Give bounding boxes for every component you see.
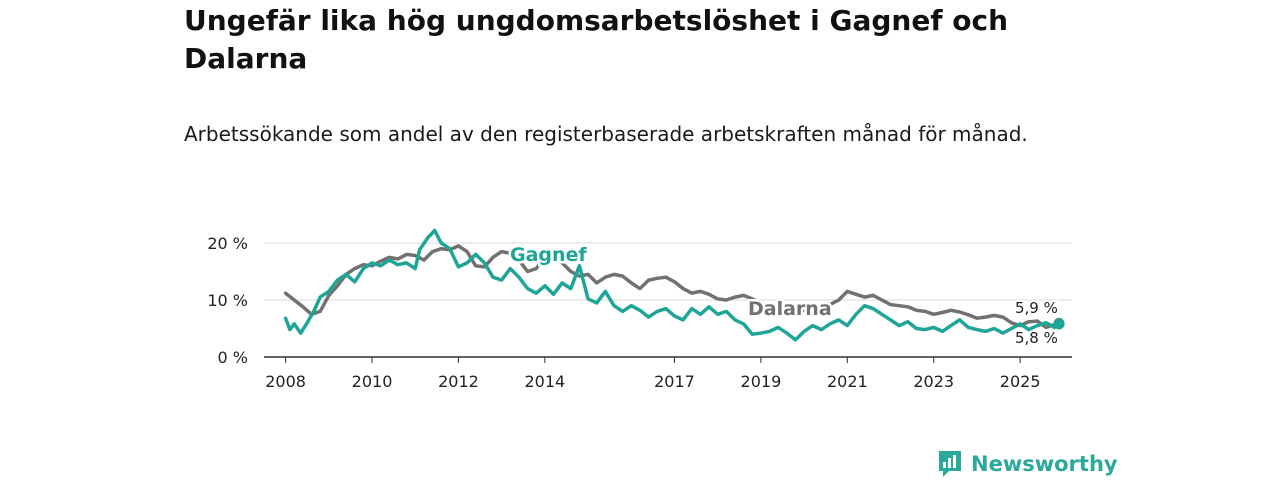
x-tick-label: 2023 bbox=[913, 372, 954, 391]
y-tick-label: 10 % bbox=[207, 291, 248, 310]
x-tick-label: 2025 bbox=[1000, 372, 1041, 391]
series-lines bbox=[283, 228, 1065, 342]
x-tick-label: 2019 bbox=[741, 372, 782, 391]
end-value-label-gagnef: 5,8 % bbox=[1015, 329, 1058, 347]
newsworthy-logo: Newsworthy bbox=[937, 449, 1118, 479]
newsworthy-logo-text: Newsworthy bbox=[971, 452, 1118, 476]
y-tick-label: 20 % bbox=[207, 234, 248, 253]
series-end-point-gagnef bbox=[1053, 318, 1065, 330]
x-axis: 2008 2010 2012 2014 2017 2019 2021 2023 2025 bbox=[265, 357, 1041, 391]
x-tick-label: 2010 bbox=[352, 372, 393, 391]
series-label-gagnef: Gagnef bbox=[510, 244, 587, 266]
x-tick-label: 2012 bbox=[438, 372, 479, 391]
series-line-gagnef bbox=[283, 228, 1061, 342]
x-tick-label: 2008 bbox=[265, 372, 306, 391]
end-value-label-dalarna: 5,9 % bbox=[1015, 299, 1058, 317]
gridlines bbox=[264, 242, 1072, 358]
x-tick-label: 2014 bbox=[524, 372, 565, 391]
series-label-dalarna: Dalarna bbox=[748, 298, 832, 320]
x-tick-label: 2017 bbox=[654, 372, 695, 391]
chart-subtitle: Arbetssökande som andel av den registerb… bbox=[184, 122, 1028, 146]
newsworthy-logo-icon bbox=[939, 451, 961, 477]
x-tick-label: 2021 bbox=[827, 372, 868, 391]
y-axis: 0 % 10 % 20 % bbox=[207, 234, 248, 367]
y-tick-label: 0 % bbox=[218, 348, 248, 367]
chart-title: Ungefär lika hög ungdomsarbetslöshet i G… bbox=[184, 4, 1009, 75]
series-labels: Gagnef Dalarna 5,9 % 5,8 % bbox=[508, 242, 1060, 350]
